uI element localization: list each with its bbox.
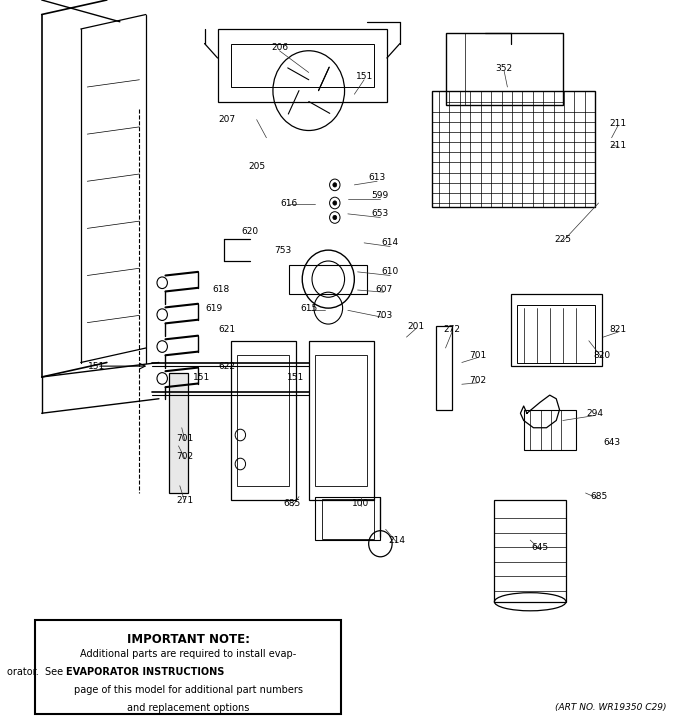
Bar (517, 304, 595, 362)
Text: 701: 701 (469, 351, 487, 360)
Bar (322, 499, 374, 539)
Text: 702: 702 (176, 452, 194, 461)
Text: 272: 272 (443, 326, 460, 334)
Bar (316, 355, 367, 486)
Text: 100: 100 (352, 500, 369, 508)
Bar (309, 341, 374, 500)
Text: 294: 294 (587, 409, 604, 418)
Bar (445, 33, 563, 105)
Text: 599: 599 (372, 191, 389, 200)
Bar (436, 326, 452, 410)
Text: 685: 685 (284, 500, 301, 508)
Text: 620: 620 (241, 228, 258, 236)
Text: 703: 703 (375, 311, 392, 320)
Text: 211: 211 (609, 119, 627, 128)
Bar (511, 294, 602, 366)
Bar (524, 410, 576, 450)
Text: IMPORTANT NOTE:: IMPORTANT NOTE: (126, 633, 250, 646)
Text: 207: 207 (219, 115, 236, 124)
Text: page of this model for additional part numbers: page of this model for additional part n… (73, 685, 303, 695)
Text: 702: 702 (469, 376, 487, 385)
Circle shape (333, 201, 337, 205)
Text: EVAPORATOR INSTRUCTIONS: EVAPORATOR INSTRUCTIONS (67, 667, 225, 677)
Bar (218, 29, 387, 102)
Text: 613: 613 (369, 173, 386, 182)
Text: 211: 211 (609, 141, 627, 149)
Text: 271: 271 (176, 496, 194, 505)
Text: orator.  See: orator. See (7, 667, 67, 677)
Text: (ART NO. WR19350 C29): (ART NO. WR19350 C29) (556, 703, 667, 712)
Text: 201: 201 (407, 322, 425, 331)
Text: 618: 618 (212, 286, 229, 294)
Text: 205: 205 (248, 162, 265, 171)
Text: 151: 151 (192, 373, 210, 381)
Bar (231, 341, 296, 500)
Text: 619: 619 (205, 304, 223, 312)
Text: 214: 214 (388, 536, 405, 544)
Text: 701: 701 (176, 434, 194, 443)
Text: 614: 614 (381, 239, 398, 247)
Text: 645: 645 (531, 543, 549, 552)
Circle shape (333, 183, 337, 187)
Bar (432, 91, 595, 207)
Text: and replacement options: and replacement options (127, 703, 250, 713)
Text: Additional parts are required to install evap-: Additional parts are required to install… (80, 649, 296, 659)
Text: 616: 616 (281, 199, 298, 207)
Bar (494, 500, 566, 602)
Text: 352: 352 (496, 65, 513, 73)
Text: 820: 820 (593, 351, 611, 360)
Text: 615: 615 (300, 304, 318, 312)
Bar (169, 373, 188, 493)
Text: 151: 151 (356, 72, 373, 80)
Text: 753: 753 (274, 246, 291, 254)
Text: 607: 607 (375, 286, 392, 294)
Text: 225: 225 (554, 235, 571, 244)
Bar (231, 44, 374, 87)
Bar (289, 265, 367, 294)
Circle shape (333, 215, 337, 220)
Text: 821: 821 (609, 326, 627, 334)
FancyBboxPatch shape (35, 620, 341, 714)
Text: 685: 685 (590, 492, 607, 501)
Text: 151: 151 (287, 373, 305, 381)
Text: 206: 206 (271, 43, 288, 51)
Bar (316, 497, 380, 540)
Text: 643: 643 (603, 438, 620, 447)
Text: 622: 622 (219, 362, 236, 370)
Text: 621: 621 (219, 326, 236, 334)
Text: 151: 151 (88, 362, 105, 370)
Bar (237, 355, 289, 486)
Text: 610: 610 (381, 268, 398, 276)
Text: 653: 653 (372, 210, 389, 218)
